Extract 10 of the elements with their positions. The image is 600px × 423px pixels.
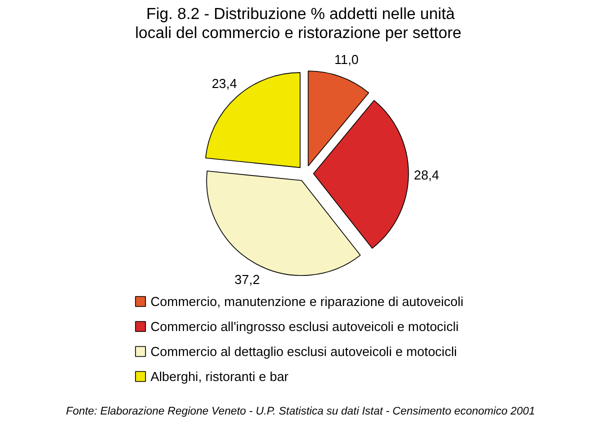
data-label: 23,4: [212, 76, 238, 92]
data-label: 28,4: [414, 168, 440, 183]
legend-label: Commercio, manutenzione e riparazione di autoveicoli: [150, 294, 464, 309]
data-label: 11,0: [334, 52, 359, 68]
chart-title: Fig. 8.2 - Distribuzione % addetti nelle unità locali del commercio e ristorazione per settore: [135, 6, 462, 42]
data-label: 37,2: [234, 272, 260, 288]
source-note: Fonte: Elaborazione Regione Veneto - U.P. Statistica su dati Istat - Censimento economico 2001: [66, 406, 536, 418]
legend-label: Commercio all'ingrosso esclusi autoveicoli e motocicli: [150, 319, 459, 334]
legend-label: Commercio al dettaglio esclusi autoveicoli e motocicli: [150, 344, 457, 359]
legend-label: Alberghi, ristoranti e bar: [150, 369, 290, 384]
